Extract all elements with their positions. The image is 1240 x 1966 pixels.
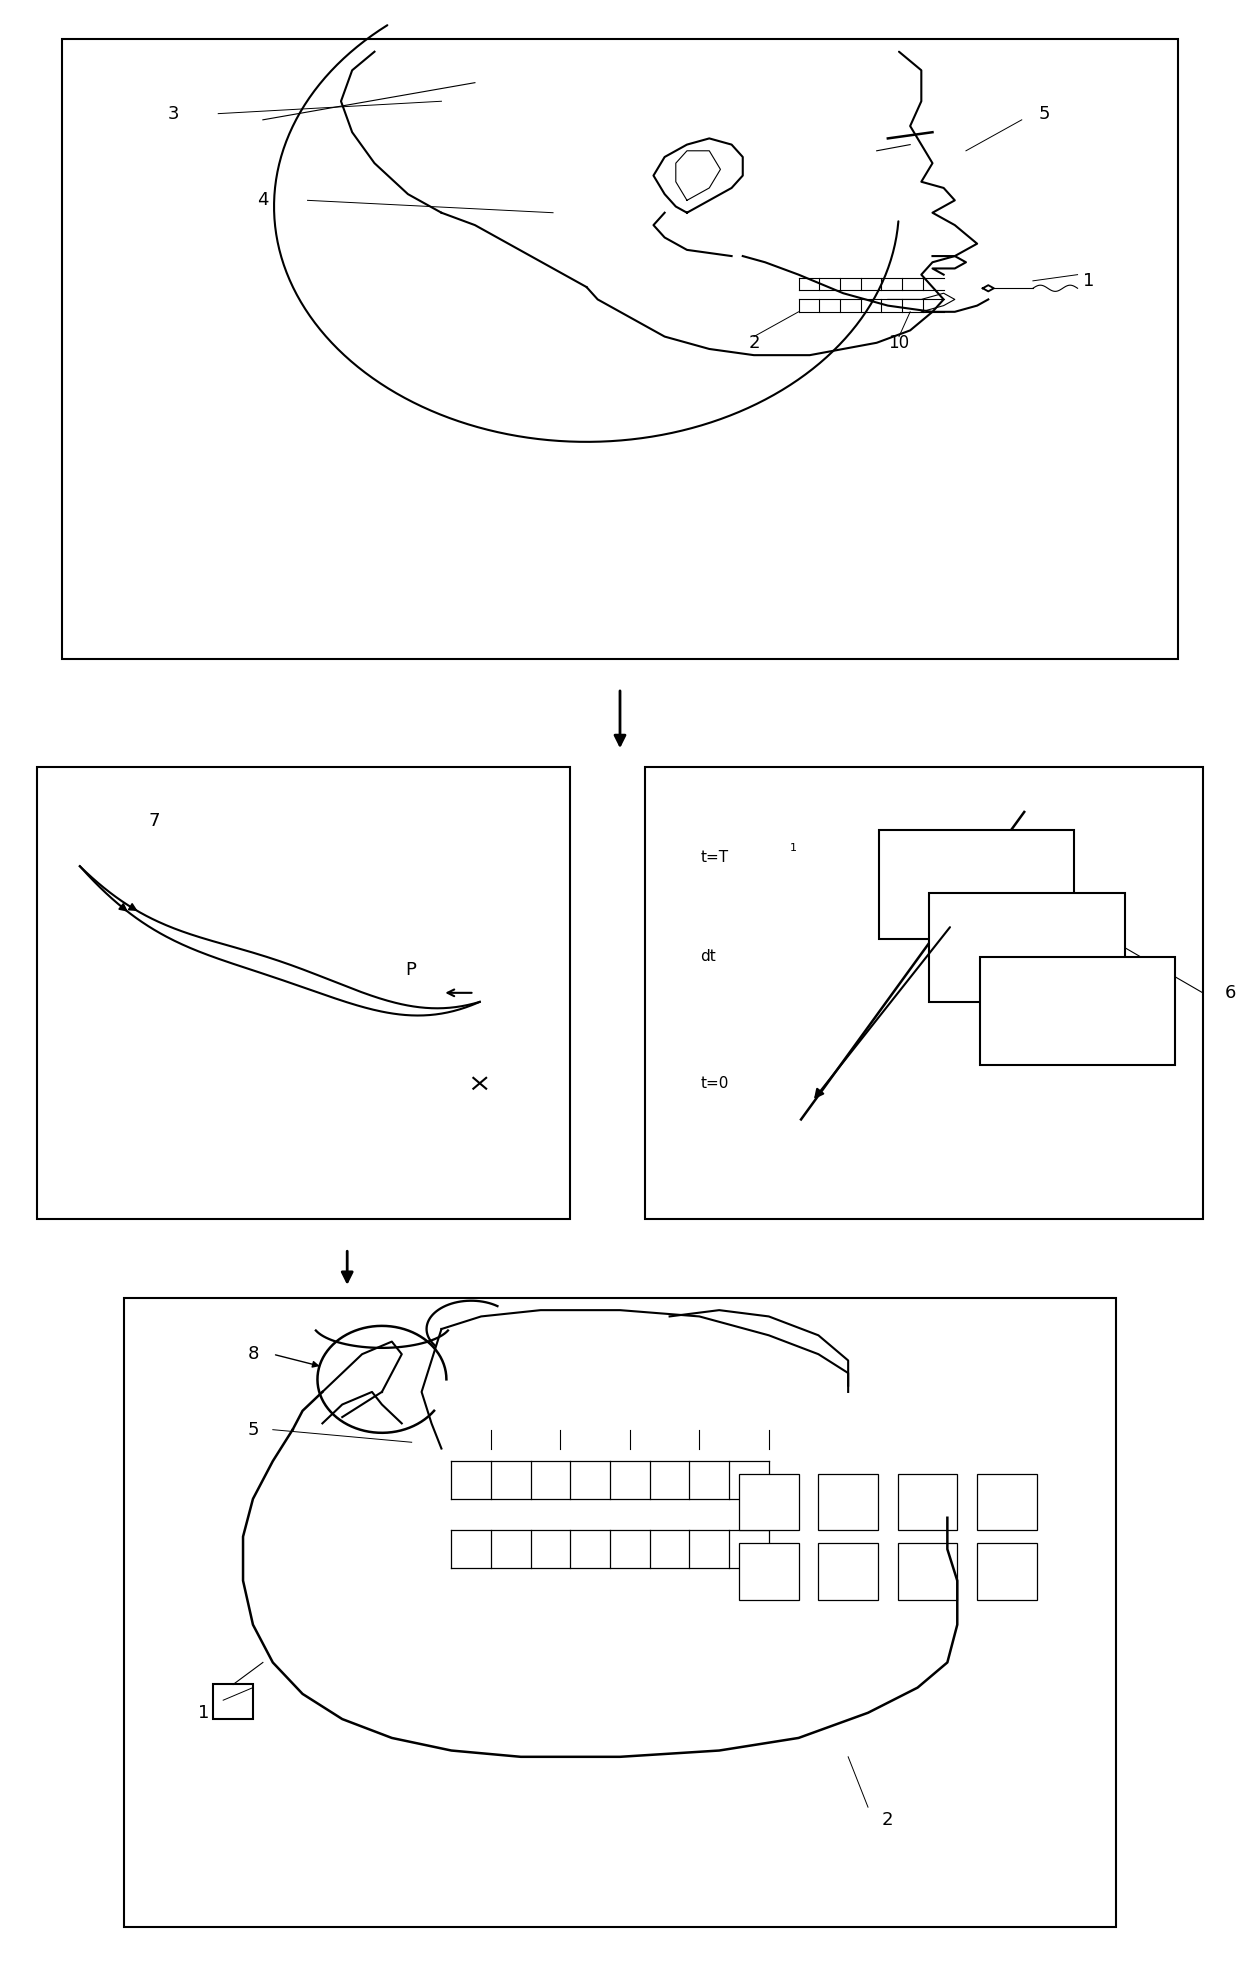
Bar: [62, 39, 1178, 659]
Bar: [977, 1543, 1037, 1600]
Bar: [818, 1474, 878, 1530]
Bar: [645, 767, 1203, 1219]
Text: 1: 1: [197, 1705, 210, 1722]
Text: 1: 1: [1083, 271, 1095, 289]
Text: 8: 8: [247, 1345, 259, 1362]
Text: 5: 5: [247, 1421, 259, 1439]
Text: 2: 2: [882, 1811, 894, 1828]
Text: t=0: t=0: [701, 1075, 729, 1091]
Bar: [739, 1543, 799, 1600]
Bar: [898, 1543, 957, 1600]
Bar: [739, 1474, 799, 1530]
Text: 10: 10: [888, 334, 910, 352]
Bar: [930, 893, 1125, 1003]
Bar: [37, 767, 570, 1219]
Text: 7: 7: [149, 812, 160, 830]
Text: P: P: [405, 961, 415, 979]
Text: 2: 2: [748, 334, 760, 352]
Text: t=T: t=T: [701, 849, 729, 865]
Bar: [818, 1543, 878, 1600]
Text: 3: 3: [167, 104, 180, 122]
Bar: [879, 830, 1074, 938]
Bar: [213, 1685, 253, 1718]
Text: 4: 4: [257, 191, 269, 208]
Text: 6: 6: [1225, 983, 1236, 1003]
Text: 1: 1: [790, 843, 797, 853]
Text: 5: 5: [1038, 104, 1050, 122]
Bar: [977, 1474, 1037, 1530]
Bar: [980, 957, 1176, 1066]
Bar: [898, 1474, 957, 1530]
Text: dt: dt: [701, 950, 717, 963]
Bar: [124, 1298, 1116, 1927]
